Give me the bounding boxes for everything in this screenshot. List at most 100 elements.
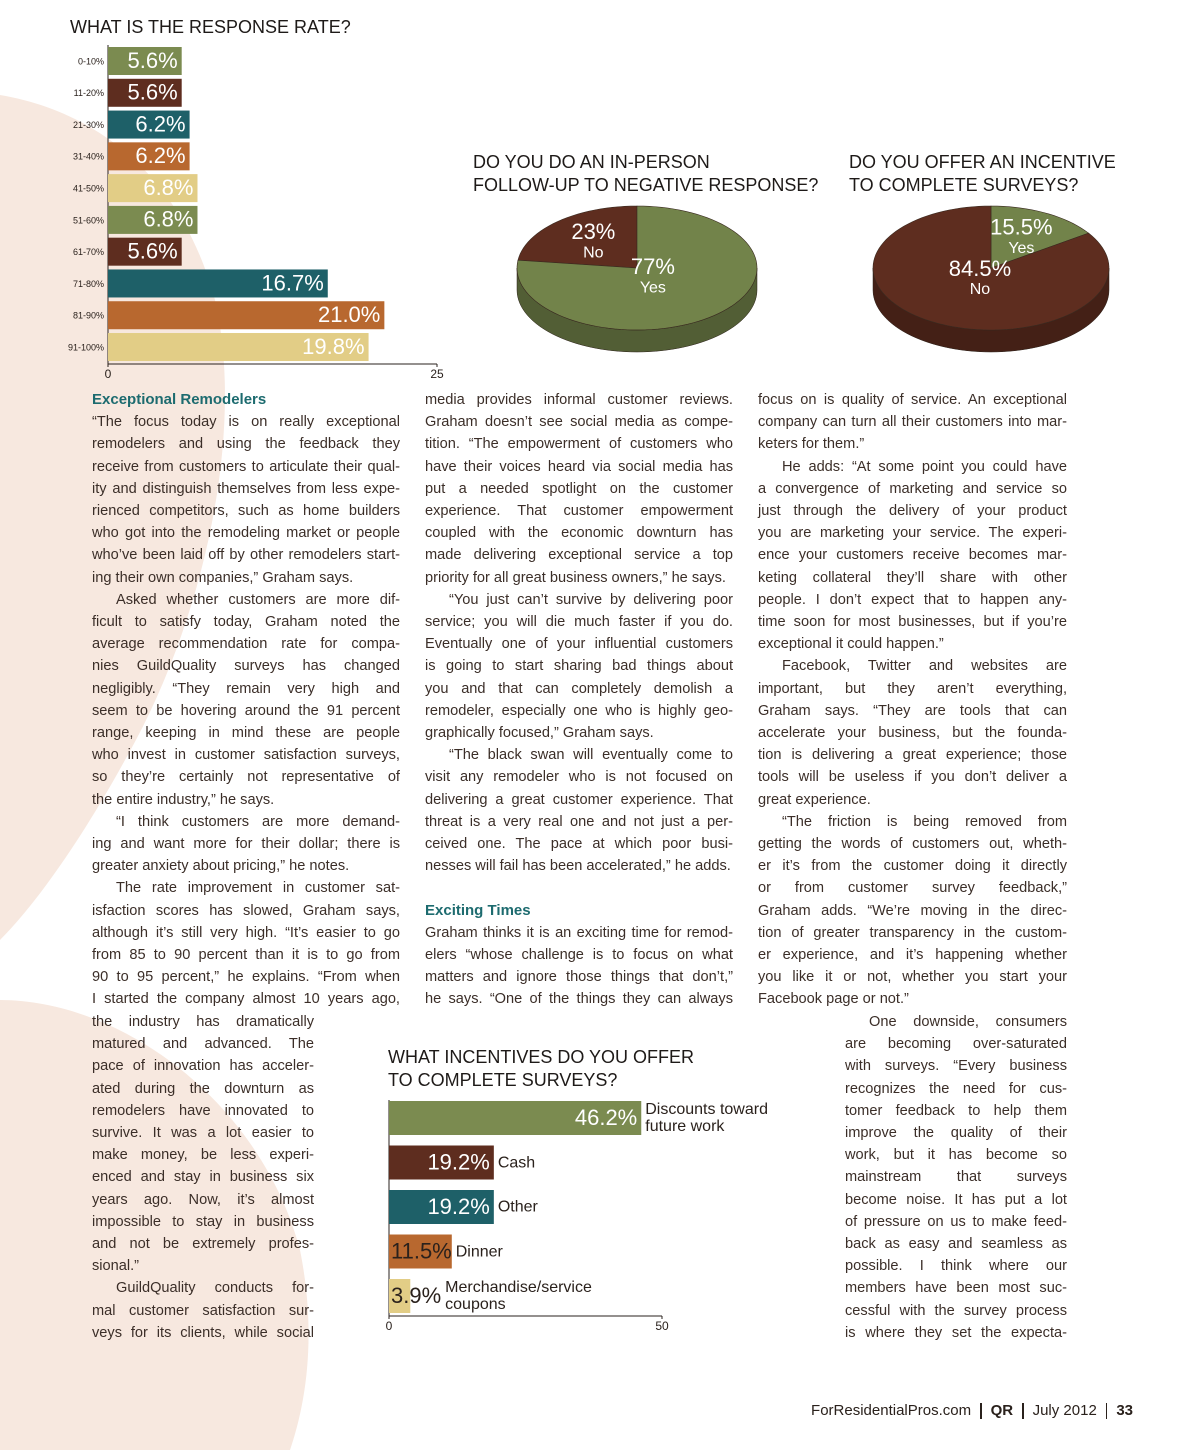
body-text-line: you are marketing your service. The expe…	[758, 525, 1067, 542]
pie-slice	[516, 205, 758, 331]
body-text-line: tools will be useless if you don’t deliv…	[758, 769, 1067, 786]
value-label: 23%	[571, 219, 615, 244]
category-label: No	[583, 245, 604, 262]
body-text-line: recognizes the need for cus-	[845, 1080, 1067, 1097]
body-text-line: remodeler, especially one who is highly …	[425, 702, 733, 719]
category-label: Discounts toward future work	[645, 1101, 768, 1135]
body-text-line: important, but they aren’t everything,	[758, 680, 1067, 697]
value-label: 19.2%	[427, 1194, 489, 1219]
body-text-line: survive. It was a lot easier to	[92, 1124, 314, 1141]
body-text-line: or from customer survey feedback,”	[758, 880, 1067, 897]
body-text-line: ence your customers receive becomes mar-	[758, 547, 1067, 564]
body-text-line: keters for them.”	[758, 436, 865, 453]
pie-slice	[990, 205, 1090, 269]
body-text-line: back as easy and seamless as	[845, 1235, 1067, 1252]
body-text-line: you like it or not, whether you start yo…	[758, 969, 1067, 986]
bar	[108, 142, 190, 171]
bar	[389, 1101, 642, 1135]
bar	[108, 301, 385, 330]
body-text-line: keting collateral they’ll share with oth…	[758, 569, 1067, 586]
chart-title: TO COMPLETE SURVEYS?	[849, 175, 1078, 195]
bar	[389, 1190, 494, 1224]
body-text-line: nies GuildQuality surveys has changed	[92, 658, 400, 675]
pie-slice	[872, 205, 1110, 331]
value-label: 19.8%	[302, 334, 364, 359]
background-shape	[0, 1000, 309, 1450]
body-text-line: average recommendation rate for compa-	[92, 636, 400, 653]
body-text-line: Graham adds. “We’re moving in the direc-	[758, 902, 1067, 919]
value-label: 5.6%	[128, 48, 178, 73]
body-text-line: ing their own companies,” Graham says.	[92, 569, 354, 586]
x-tick-label: 0	[105, 367, 112, 381]
body-text-line: “The focus today is on really exceptiona…	[92, 414, 400, 431]
value-label: 46.2%	[575, 1105, 637, 1130]
separator	[1105, 1402, 1108, 1419]
body-text-line: is going to start sharing bad things abo…	[425, 658, 733, 675]
body-text-line: Graham says. “They are tools that can	[758, 702, 1067, 719]
category-label: 51-60%	[73, 215, 104, 225]
x-tick-label: 25	[430, 367, 444, 381]
body-text-line: just through the delivery of your produc…	[758, 502, 1067, 519]
body-text-line: although it’s still very high. “It’s eas…	[92, 924, 400, 941]
body-text-line: exceptional it could happen.”	[758, 636, 944, 653]
body-text-line: Eventually one of your influential custo…	[425, 636, 733, 653]
body-text-line: work, but it has become so	[845, 1147, 1067, 1164]
body-text-line: put a needed spotlight on the customer	[425, 480, 733, 497]
chart-title: TO COMPLETE SURVEYS?	[388, 1070, 617, 1090]
body-text-line: time soon for most businesses, but if yo…	[758, 613, 1067, 630]
body-text-line: er experience, and it’s happening whethe…	[758, 946, 1067, 963]
body-text-line: coupled with the economic downturn has	[425, 525, 733, 542]
body-text-line: who invest in customer satisfaction surv…	[92, 747, 400, 764]
footer-brand: QR	[990, 1402, 1014, 1419]
body-text-line: Facebook page or not.”	[758, 991, 909, 1008]
body-text-line: is where they set the expecta-	[845, 1324, 1067, 1341]
value-label: 6.2%	[135, 111, 185, 136]
body-text-line: elers “whose challenge is to focus on wh…	[425, 946, 733, 963]
body-text-line: mal customer satisfaction sur-	[92, 1302, 314, 1319]
section-heading: Exciting Times	[425, 901, 531, 919]
value-label: 11.5%	[391, 1238, 452, 1263]
body-text-line: he says. “One of the things they can alw…	[425, 991, 733, 1008]
body-text-line: tion of greater transparency in the cust…	[758, 924, 1067, 941]
chart-title: DO YOU OFFER AN INCENTIVE	[849, 152, 1116, 172]
body-text-line: ated during the downturn as	[92, 1080, 314, 1097]
body-text-line: members have been most suc-	[845, 1280, 1067, 1297]
body-text-line: possible. I think where our	[845, 1258, 1067, 1275]
body-text-line: have their voices heard via social media…	[425, 458, 733, 475]
footer: ForResidentialPros.com QR July 2012 33	[811, 1402, 1133, 1419]
body-text-line: who’ve been laid off by other remodelers…	[92, 547, 400, 564]
value-label: 77%	[631, 254, 675, 279]
body-text-line: ing and want more for their dollar; ther…	[92, 835, 400, 852]
body-text-line: “The friction is being removed from	[782, 813, 1067, 830]
body-text-line: “You just can’t survive by delivering po…	[449, 591, 733, 608]
body-text-line: great experience.	[758, 791, 871, 808]
category-label: 31-40%	[73, 152, 104, 162]
body-text-line: range, keeping in mind these are people	[92, 724, 400, 741]
value-label: 15.5%	[990, 215, 1052, 240]
body-text-line: isfaction scores has slowed, Graham says…	[92, 902, 400, 919]
bar	[389, 1145, 494, 1180]
footer-issue: July 2012	[1032, 1402, 1097, 1419]
body-text-line: with surveys. “Every business	[845, 1058, 1067, 1075]
body-text-line: 90 to 95 percent,” he explains. “From wh…	[92, 969, 400, 986]
body-text-line: are becoming over-saturated	[845, 1036, 1067, 1053]
body-text-line: the industry has dramatically	[92, 1013, 314, 1030]
body-text-line: Graham doesn’t see social media as compe…	[425, 414, 733, 431]
body-text-line: accelerate your business, but the founda…	[758, 724, 1067, 741]
category-label: 21-30%	[73, 120, 104, 130]
body-text-line: remodelers and using the feedback they	[92, 436, 400, 453]
bar	[108, 205, 198, 234]
body-text-line: impossible to stay in business	[92, 1213, 314, 1230]
body-text-line: Graham thinks it is an exciting time for…	[425, 924, 733, 941]
body-text-line: “The black swan will eventually come to	[449, 747, 733, 764]
bar	[389, 1279, 411, 1313]
category-label: 11-20%	[74, 88, 104, 98]
body-text-line: greater anxiety about pricing,” he notes…	[92, 858, 350, 875]
body-text-line: become noise. It has put a lot	[845, 1191, 1067, 1208]
body-text-line: ficult to satisfy today, Graham noted th…	[92, 613, 400, 630]
section-heading: Exceptional Remodelers	[92, 390, 267, 408]
body-text-line: improve the quality of their	[845, 1124, 1067, 1141]
body-text-line: cessful with the survey process	[845, 1302, 1067, 1319]
